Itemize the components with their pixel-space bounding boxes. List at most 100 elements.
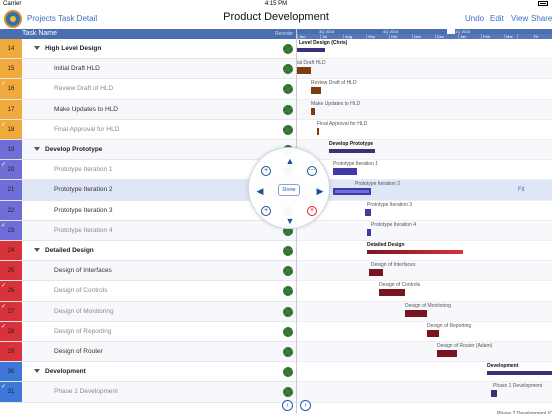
gantt-row xyxy=(297,99,552,120)
task-bar[interactable] xyxy=(367,228,371,236)
collapse-triangle-icon[interactable] xyxy=(34,369,40,374)
task-number: 28 xyxy=(0,321,22,341)
bar-label: Phase 1 Development xyxy=(493,383,543,390)
task-name-column-header[interactable]: Task Name xyxy=(22,30,58,37)
month-header: Feb xyxy=(481,34,504,39)
task-row[interactable]: 14 High Level Design xyxy=(0,39,296,60)
task-bar[interactable] xyxy=(369,269,383,277)
move-right-arrow-icon[interactable]: ▶ xyxy=(316,186,324,196)
collapse-triangle-icon[interactable] xyxy=(34,46,40,50)
gantt-row xyxy=(297,39,552,60)
scroll-right-icon[interactable]: › xyxy=(300,400,311,411)
reorder-gear-icon[interactable] xyxy=(283,367,293,378)
task-name: Design of Controls xyxy=(54,287,108,295)
month-header: Sep xyxy=(366,34,389,39)
gantt-row xyxy=(297,59,552,80)
reorder-gear-icon[interactable] xyxy=(283,124,293,135)
gantt-row xyxy=(297,382,552,403)
task-bar[interactable] xyxy=(491,390,497,398)
task-name: Detailed Design xyxy=(45,247,94,254)
task-row[interactable]: 16 ✓ Review Draft of HLD xyxy=(0,79,296,100)
add-subtask-icon[interactable]: + xyxy=(261,206,271,216)
task-row[interactable]: 25 Design of Interfaces xyxy=(0,261,296,282)
more-options-icon[interactable]: ⋯ xyxy=(307,166,317,176)
task-row[interactable]: 15 Initial Draft HLD xyxy=(0,59,296,80)
bar-label: Level Design (Chris) xyxy=(299,40,348,46)
fit-button[interactable]: Fit xyxy=(518,187,525,194)
task-row[interactable]: 23 ✓ Prototype Iteration 4 xyxy=(0,220,296,241)
share-button[interactable]: Share xyxy=(531,14,552,23)
reorder-gear-icon[interactable] xyxy=(283,246,293,256)
move-up-arrow-icon[interactable]: ▲ xyxy=(285,156,295,166)
task-row[interactable]: 18 ✓ Final Approval for HLD xyxy=(0,119,296,140)
bar-label: Prototype Iteration 4 xyxy=(371,221,417,228)
task-row[interactable]: 29 Design of Router xyxy=(0,342,296,363)
collapse-triangle-icon[interactable] xyxy=(34,147,40,151)
collapse-triangle-icon[interactable] xyxy=(34,248,40,252)
task-name: Phase 1 Development xyxy=(54,388,118,396)
reorder-gear-icon[interactable] xyxy=(283,44,293,54)
undo-button[interactable]: Undo xyxy=(465,14,485,23)
task-bar[interactable] xyxy=(333,168,357,176)
complete-check-icon: ✓ xyxy=(1,81,7,88)
month-header: Jun xyxy=(297,34,320,39)
add-task-icon[interactable]: + xyxy=(261,166,271,176)
task-row[interactable]: 19 Develop Prototype xyxy=(0,140,296,161)
task-bar[interactable] xyxy=(365,208,371,216)
task-bar[interactable] xyxy=(333,188,371,196)
task-number: 23 xyxy=(0,220,22,240)
month-header: Dec xyxy=(435,34,458,39)
task-detail-link[interactable]: Task Detail xyxy=(58,14,98,23)
reorder-gear-icon[interactable] xyxy=(283,306,293,317)
task-bar[interactable] xyxy=(297,48,325,52)
reorder-gear-icon[interactable] xyxy=(283,286,293,297)
task-bar[interactable] xyxy=(437,350,457,357)
task-bar[interactable] xyxy=(487,371,552,376)
move-down-arrow-icon[interactable]: ▼ xyxy=(285,216,295,226)
bar-label: Prototype Iteration 1 xyxy=(333,161,379,168)
fit-header[interactable]: Fit xyxy=(517,34,552,39)
task-bar[interactable] xyxy=(311,87,321,95)
task-bar[interactable] xyxy=(379,289,405,297)
task-name: Make Updates to HLD xyxy=(54,105,118,113)
task-row[interactable]: 30 Development xyxy=(0,362,296,383)
bar-label: Design of Controls xyxy=(379,282,421,289)
task-row[interactable]: 27 ✓ Design of Monitoring xyxy=(0,301,296,322)
task-bar[interactable] xyxy=(427,329,439,337)
task-bar[interactable] xyxy=(311,107,315,115)
scroll-left-icon[interactable]: ‹ xyxy=(282,400,293,411)
task-row[interactable]: 26 ✓ Design of Controls xyxy=(0,281,296,302)
gantt-chart[interactable]: 3Q 2014 4Q 2014 1Q 2015 Jun Jul Aug Sep Oct Nov D… xyxy=(296,29,552,414)
task-bar[interactable] xyxy=(405,309,427,317)
reorder-gear-icon[interactable] xyxy=(283,64,293,75)
task-bar[interactable] xyxy=(317,127,319,135)
delete-task-icon[interactable]: × xyxy=(307,206,317,216)
complete-check-icon: ✓ xyxy=(1,162,7,169)
carrier-label: Carrier xyxy=(3,1,22,7)
done-button[interactable]: Done xyxy=(278,184,300,196)
quarter-header: 4Q 2014 xyxy=(383,29,447,34)
task-name: Prototype Iteration 1 xyxy=(54,166,113,174)
task-row[interactable]: 31 ✓ Phase 1 Development xyxy=(0,382,296,403)
reorder-gear-icon[interactable] xyxy=(283,84,293,95)
move-left-arrow-icon[interactable]: ◀ xyxy=(256,186,264,196)
reorder-gear-icon[interactable] xyxy=(283,326,293,337)
bar-label: Design of Router (Adam) xyxy=(437,343,493,349)
task-bar[interactable] xyxy=(367,250,463,254)
navigation-bar: Projects Task Detail Product Development… xyxy=(0,9,552,29)
reorder-gear-icon[interactable] xyxy=(283,266,293,277)
bar-label: Development xyxy=(487,363,519,370)
task-number: 27 xyxy=(0,301,22,321)
edit-button[interactable]: Edit xyxy=(490,14,504,23)
projects-link[interactable]: Projects xyxy=(27,14,56,23)
task-bar[interactable] xyxy=(297,67,311,75)
reorder-gear-icon[interactable] xyxy=(283,104,293,115)
app-logo-icon[interactable] xyxy=(4,10,22,28)
reorder-gear-icon[interactable] xyxy=(283,387,293,398)
view-button[interactable]: View xyxy=(511,14,529,23)
task-row[interactable]: 24 Detailed Design xyxy=(0,241,296,262)
task-row[interactable]: 17 Make Updates to HLD xyxy=(0,99,296,120)
task-row[interactable]: 28 ✓ Design of Reporting xyxy=(0,321,296,342)
reorder-gear-icon[interactable] xyxy=(283,347,293,357)
task-bar[interactable] xyxy=(329,149,375,153)
